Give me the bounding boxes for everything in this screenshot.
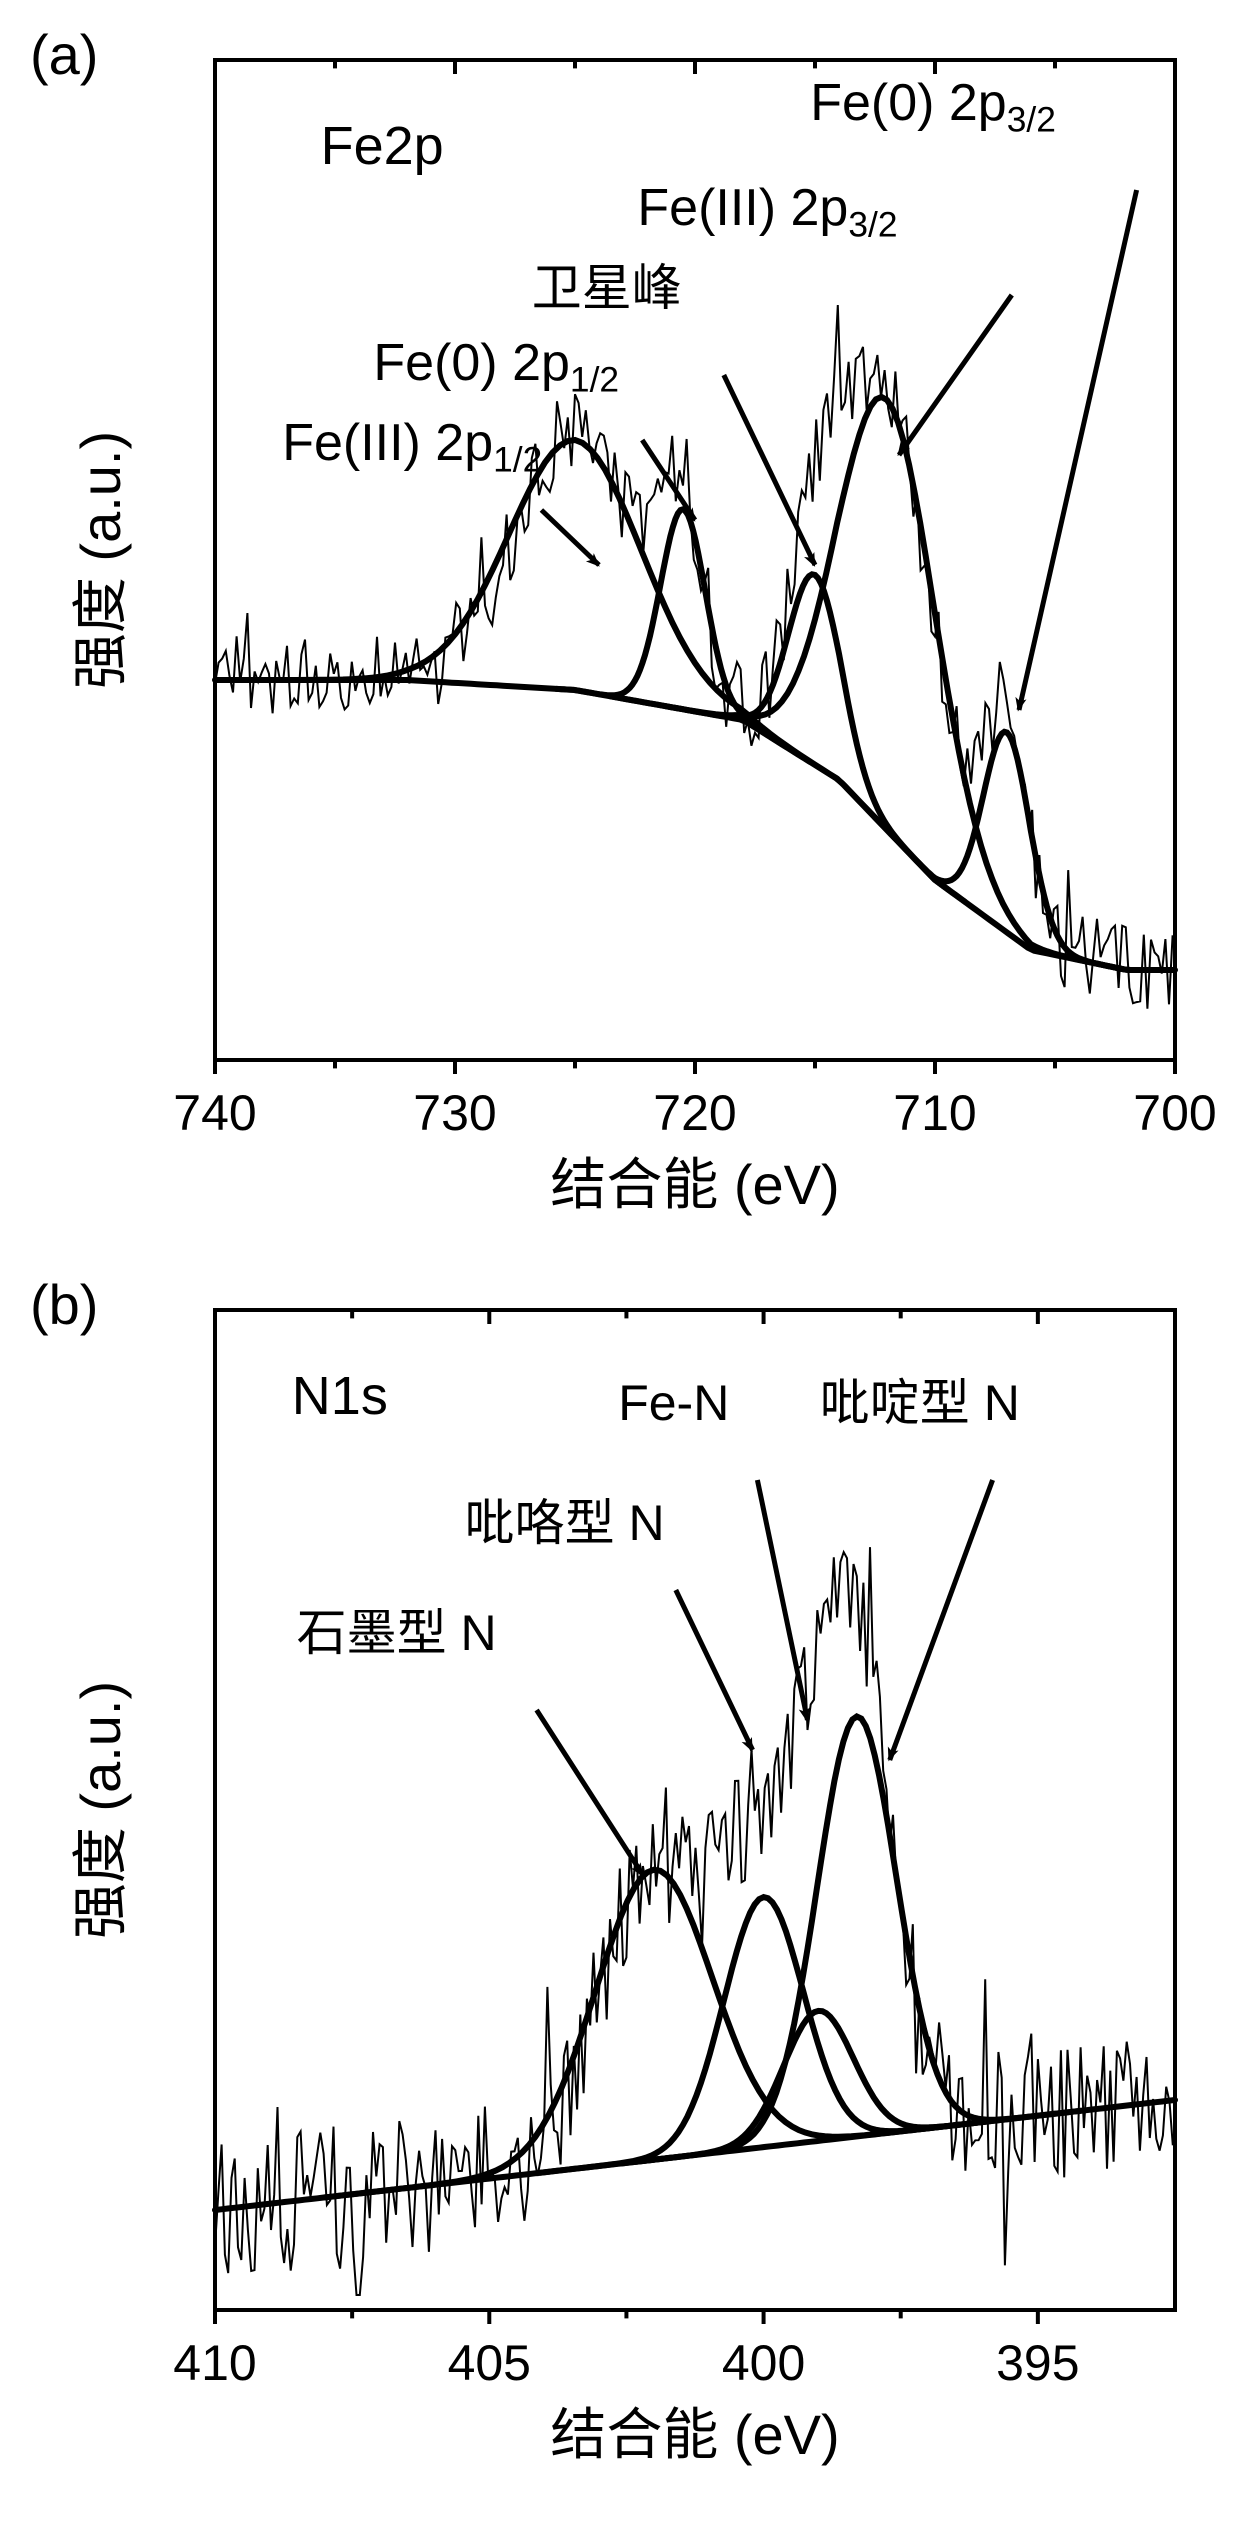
svg-text:强度 (a.u.): 强度 (a.u.)	[69, 431, 132, 689]
svg-text:Fe(III) 2p1/2: Fe(III) 2p1/2	[282, 414, 542, 479]
svg-text:强度 (a.u.): 强度 (a.u.)	[69, 1681, 132, 1939]
xps-chart-a: 740 730 720 710 700 结合能 (eV) 强度 (a.u.) Fe2p Fe(0…	[20, 20, 1235, 1230]
svg-text:结合能 (eV): 结合能 (eV)	[550, 2403, 839, 2466]
svg-text:石墨型 N: 石墨型 N	[297, 1605, 497, 1661]
svg-text:Fe-N: Fe-N	[618, 1375, 729, 1431]
svg-text:410: 410	[173, 2335, 256, 2391]
svg-text:吡啶型 N: 吡啶型 N	[820, 1375, 1020, 1431]
panel-b-label: (b)	[30, 1272, 98, 1337]
svg-text:730: 730	[413, 1085, 496, 1141]
svg-text:395: 395	[996, 2335, 1079, 2391]
xps-chart-b: 410 405 400 395 结合能 (eV) 强度 (a.u.) N1s Fe-N 吡啶型 …	[20, 1270, 1235, 2480]
svg-text:Fe(III) 2p3/2: Fe(III) 2p3/2	[637, 179, 897, 244]
svg-text:710: 710	[893, 1085, 976, 1141]
svg-text:结合能 (eV): 结合能 (eV)	[550, 1153, 839, 1216]
panel-a-label: (a)	[30, 22, 98, 87]
svg-text:740: 740	[173, 1085, 256, 1141]
svg-text:Fe(0) 2p3/2: Fe(0) 2p3/2	[810, 74, 1056, 139]
svg-text:400: 400	[722, 2335, 805, 2391]
panel-a: (a) 740 730 720 710 700 结合能 (eV) 强度 (a.u.) Fe2p…	[20, 20, 1220, 1230]
svg-text:N1s: N1s	[292, 1366, 388, 1426]
svg-text:Fe2p: Fe2p	[321, 116, 444, 176]
svg-text:卫星峰: 卫星峰	[532, 260, 682, 316]
panel-b: (b) 410 405 400 395 结合能 (eV) 强度 (a.u.) N1s Fe-N…	[20, 1270, 1220, 2480]
svg-text:720: 720	[653, 1085, 736, 1141]
svg-text:Fe(0) 2p1/2: Fe(0) 2p1/2	[373, 334, 619, 399]
figure-container: (a) 740 730 720 710 700 结合能 (eV) 强度 (a.u.) Fe2p…	[0, 0, 1240, 2540]
svg-text:405: 405	[448, 2335, 531, 2391]
svg-text:700: 700	[1133, 1085, 1216, 1141]
svg-text:吡咯型 N: 吡咯型 N	[465, 1495, 665, 1551]
